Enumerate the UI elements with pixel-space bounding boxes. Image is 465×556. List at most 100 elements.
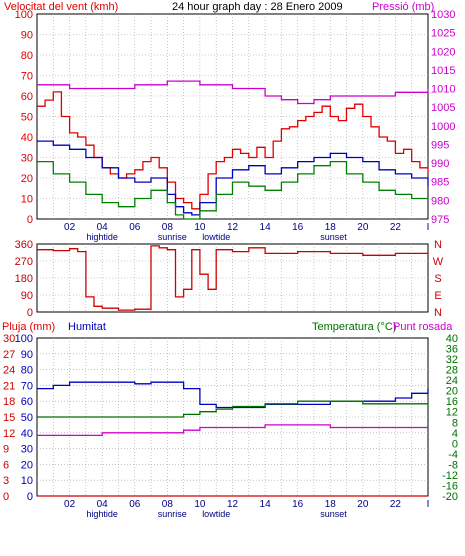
humidity-y-tick-80: 80: [21, 365, 33, 377]
humidity-x-tick-label-04: 04: [97, 499, 109, 510]
wind-y-tick-40: 40: [21, 132, 33, 144]
humidity-x-tick-label-16: 16: [292, 499, 304, 510]
pressure-y-tick-985: 985: [431, 177, 449, 189]
pressure-y-tick-1000: 1000: [431, 121, 455, 133]
wind_low-line: [37, 160, 428, 220]
wind-y-tick-70: 70: [21, 71, 33, 83]
wind-x-tick-label-08: 08: [162, 222, 174, 233]
rain-y-tick-30: 30: [3, 333, 15, 345]
wind-x-event-sunset: sunset: [320, 232, 347, 242]
wind-x-tick-label-18: 18: [325, 222, 337, 233]
humidity-y-tick-40: 40: [21, 428, 33, 440]
wind-speed-axis-title: Velocitat del vent (kmh): [4, 1, 118, 13]
rain-y-tick-15: 15: [3, 412, 15, 424]
rain-y-tick-24: 24: [3, 365, 15, 377]
temperature-line: [37, 400, 429, 418]
humidity-y-tick-90: 90: [21, 349, 33, 361]
temperature-y-tick-40: 40: [446, 333, 458, 345]
humidity-y-tick-20: 20: [21, 459, 33, 471]
humidity-temperature-panel: 0369121518212427300102030405060708090100…: [3, 333, 458, 519]
wind-y-tick-0: 0: [27, 214, 33, 226]
wind-x-tick-label-14: 14: [260, 222, 272, 233]
temperature-y-tick-12: 12: [446, 407, 458, 419]
wind-x-tick-label-06: 06: [129, 222, 141, 233]
humidity-y-tick-50: 50: [21, 412, 33, 424]
direction-y-tick-180: 180: [15, 273, 33, 285]
temperature-y-tick-36: 36: [446, 344, 458, 356]
temperature-y-tick--16: -16: [442, 480, 458, 492]
rain-y-tick-21: 21: [3, 380, 15, 392]
compass-label-2: S: [434, 273, 441, 285]
rain-y-tick-3: 3: [3, 475, 9, 487]
rain-y-tick-6: 6: [3, 459, 9, 471]
humidity-y-tick-30: 30: [21, 444, 33, 456]
wind-y-tick-50: 50: [21, 112, 33, 124]
pressure-y-tick-980: 980: [431, 195, 449, 207]
humidity-x-tick-label-20: 20: [357, 499, 369, 510]
wind-y-tick-80: 80: [21, 50, 33, 62]
chart-title: 24 hour graph day : 28 Enero 2009: [172, 1, 343, 13]
wind_avg-line: [37, 140, 429, 216]
temperature-y-tick-32: 32: [446, 354, 458, 366]
wind-x-event-hightide: hightide: [86, 232, 118, 242]
humidity-y-tick-0: 0: [27, 491, 33, 503]
temperature-y-tick--20: -20: [442, 491, 458, 503]
humidity-y-tick-10: 10: [21, 475, 33, 487]
wind-pressure-panel: 0102030405060708090100975980985990995100…: [15, 9, 456, 242]
humidity-x-event-lowtide: lowtide: [202, 509, 230, 519]
humidity-x-tick-label-10: 10: [194, 499, 206, 510]
humidity-axis-title: Humitat: [68, 321, 106, 333]
direction-y-tick-270: 270: [15, 256, 33, 268]
temperature-y-tick--12: -12: [442, 470, 458, 482]
compass-label-1: W: [433, 256, 444, 268]
temperature-y-tick-0: 0: [452, 438, 458, 450]
rain-y-tick-0: 0: [3, 491, 9, 503]
pressure-y-tick-1020: 1020: [431, 46, 455, 58]
rain-y-tick-18: 18: [3, 396, 15, 408]
direction-y-tick-360: 360: [15, 239, 33, 251]
direction-y-tick-90: 90: [21, 290, 33, 302]
compass-label-0: N: [434, 239, 442, 251]
humidity-x-tick-label-08: 08: [162, 499, 174, 510]
humidity-x-tick-label-I: I: [427, 499, 430, 510]
humidity-x-tick-label-22: 22: [390, 499, 402, 510]
pressure-y-tick-975: 975: [431, 214, 449, 226]
temperature-y-tick--8: -8: [448, 459, 458, 471]
humidity-y-tick-70: 70: [21, 380, 33, 392]
humidity-x-tick-label-14: 14: [260, 499, 272, 510]
pressure-y-tick-1025: 1025: [431, 28, 455, 40]
humidity-x-tick-label-02: 02: [64, 499, 76, 510]
humidity-x-tick-label-18: 18: [325, 499, 337, 510]
wind-y-tick-10: 10: [21, 194, 33, 206]
pressure-y-tick-990: 990: [431, 158, 449, 170]
pressure-y-tick-995: 995: [431, 139, 449, 151]
wind-x-tick-label-16: 16: [292, 222, 304, 233]
pressure-y-tick-1005: 1005: [431, 102, 455, 114]
direction-y-tick-0: 0: [27, 307, 33, 319]
pressure-y-tick-1015: 1015: [431, 65, 455, 77]
wind-x-tick-label-10: 10: [194, 222, 206, 233]
temperature-y-tick-20: 20: [446, 386, 458, 398]
wind-x-tick-label-I: I: [427, 222, 430, 233]
compass-label-4: N: [434, 307, 442, 319]
wind-y-tick-100: 100: [15, 9, 33, 21]
temperature-axis-title: Temperatura (°C): [312, 321, 396, 333]
humidity-x-tick-label-06: 06: [129, 499, 141, 510]
temperature-y-tick--4: -4: [448, 449, 458, 461]
humidity-x-event-hightide: hightide: [86, 509, 118, 519]
humidity-x-event-sunrise: sunrise: [158, 509, 187, 519]
pressure-line: [37, 80, 429, 105]
humidity-line: [37, 381, 429, 409]
wind-x-tick-label-02: 02: [64, 222, 76, 233]
direction-line: [37, 245, 429, 311]
rain-y-tick-12: 12: [3, 428, 15, 440]
wind-y-tick-60: 60: [21, 91, 33, 103]
temperature-y-tick-8: 8: [452, 417, 458, 429]
wind-y-tick-90: 90: [21, 30, 33, 42]
humidity-y-tick-60: 60: [21, 396, 33, 408]
pressure-y-tick-1030: 1030: [431, 9, 455, 21]
wind-x-event-sunrise: sunrise: [158, 232, 187, 242]
rain-axis-title: Pluja (mm): [2, 321, 55, 333]
compass-label-3: E: [434, 290, 441, 302]
